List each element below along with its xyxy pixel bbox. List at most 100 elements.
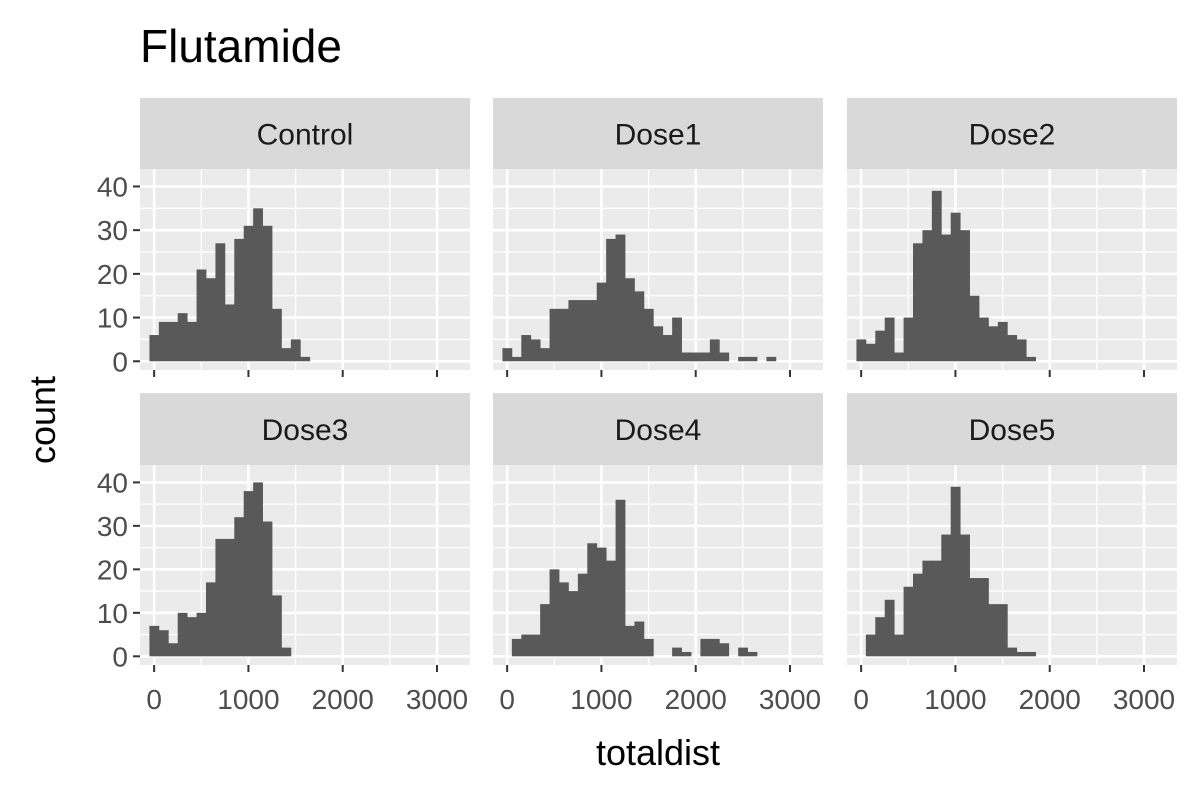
histogram-bars	[856, 190, 1036, 362]
histogram-bar	[272, 595, 282, 657]
histogram-bar	[587, 300, 598, 362]
facet-strip-label: Dose4	[615, 414, 702, 447]
x-axis: 0 1000 2000 3000	[853, 665, 1175, 715]
histogram-bar	[719, 352, 730, 362]
histogram-bar	[511, 638, 522, 657]
y-axis: 0 10 20 30 40	[97, 171, 140, 377]
facet-dose5: Dose5 0 1000 2000 3000	[847, 393, 1177, 715]
histogram-bar	[1016, 651, 1027, 657]
histogram-bar	[979, 578, 989, 657]
histogram-bar	[931, 190, 942, 362]
histogram-bar	[700, 638, 711, 657]
histogram-bar	[234, 238, 245, 362]
x-tick-label: 2000	[312, 684, 374, 715]
histogram-bar	[931, 560, 942, 657]
histogram-bar	[168, 321, 179, 362]
histogram-bar	[766, 356, 777, 362]
histogram-bar	[634, 291, 645, 362]
histogram-bar	[215, 243, 226, 362]
facet-strip-label: Dose2	[969, 119, 1056, 152]
histogram-bar	[521, 634, 532, 657]
histogram-bar	[747, 651, 758, 657]
histogram-bar	[540, 348, 550, 362]
x-axis: 0 1000 2000 3000	[146, 665, 468, 715]
histogram-bar	[215, 538, 226, 657]
histogram-bar	[922, 230, 933, 362]
x-axis	[506, 370, 791, 377]
histogram-bar	[281, 647, 292, 657]
histogram-bar	[950, 486, 961, 657]
x-axis	[153, 370, 438, 377]
histogram-bar	[559, 582, 569, 657]
histogram-bar	[596, 547, 607, 657]
x-tick-label: 1000	[217, 684, 279, 715]
chart-title: Flutamide	[140, 20, 342, 72]
histogram-bar	[1016, 339, 1027, 362]
facet-strip	[847, 393, 1177, 465]
histogram-bar	[738, 356, 748, 362]
histogram-bar	[502, 348, 513, 362]
x-tick-label: 1000	[924, 684, 986, 715]
histogram-bar	[747, 356, 758, 362]
histogram-bars	[149, 208, 311, 362]
histogram-bar	[969, 295, 980, 362]
y-axis-title: count	[22, 376, 63, 464]
y-tick-label: 20	[97, 554, 128, 585]
x-tick-label: 0	[853, 684, 869, 715]
histogram-bar	[691, 352, 701, 362]
facet-dose4: Dose4 0 1000 2000 3000	[493, 393, 823, 715]
histogram-bar	[884, 317, 895, 362]
histogram-bar	[643, 638, 654, 657]
y-tick-label: 10	[97, 303, 128, 334]
histogram-bar	[913, 243, 923, 362]
facet-strip	[847, 98, 1177, 169]
x-tick-label: 0	[499, 684, 515, 715]
histogram-bar	[922, 560, 933, 657]
histogram-bar	[709, 638, 720, 657]
histogram-bar	[300, 356, 311, 362]
histogram-bar	[941, 234, 952, 362]
histogram-bar	[196, 269, 207, 362]
y-tick-label: 40	[97, 467, 128, 498]
histogram-bar	[549, 569, 560, 657]
histogram-bar	[1026, 651, 1036, 657]
histogram-bar	[177, 313, 188, 362]
histogram-bar	[979, 317, 989, 362]
histogram-bar	[709, 339, 720, 362]
histogram-bar	[596, 282, 607, 362]
histogram-bar	[206, 278, 216, 362]
histogram-bar	[187, 617, 197, 657]
histogram-bar	[681, 651, 692, 657]
histogram-bars	[511, 499, 758, 657]
y-tick-label: 10	[97, 598, 128, 629]
histogram-bar	[158, 321, 169, 362]
histogram-bar	[196, 612, 207, 657]
facet-control: Control 0 10 20 30 40	[97, 98, 470, 377]
histogram-bar	[700, 352, 711, 362]
histogram-bar	[856, 339, 867, 362]
histogram-bar	[549, 308, 560, 362]
histogram-bar	[894, 352, 904, 362]
y-axis: 0 10 20 30 40	[97, 467, 140, 672]
histogram-bar	[634, 621, 645, 657]
histogram-bar	[875, 330, 886, 362]
histogram-bar	[1007, 335, 1018, 362]
histogram-bar	[672, 647, 682, 657]
x-tick-label: 3000	[406, 684, 468, 715]
y-tick-label: 0	[112, 346, 128, 377]
histogram-bar	[653, 326, 664, 362]
y-tick-label: 20	[97, 259, 128, 290]
histogram-bar	[243, 225, 254, 362]
histogram-bar	[168, 643, 179, 657]
facet-strip-label: Control	[257, 119, 354, 152]
histogram-bar	[206, 582, 216, 657]
histogram-bar	[253, 208, 263, 362]
x-tick-label: 2000	[1019, 684, 1081, 715]
histogram-bar	[625, 278, 635, 362]
histogram-bar	[606, 560, 616, 657]
x-axis	[860, 370, 1145, 377]
histogram-bar	[615, 499, 626, 657]
histogram-bar	[941, 534, 952, 657]
x-tick-label: 3000	[759, 684, 821, 715]
